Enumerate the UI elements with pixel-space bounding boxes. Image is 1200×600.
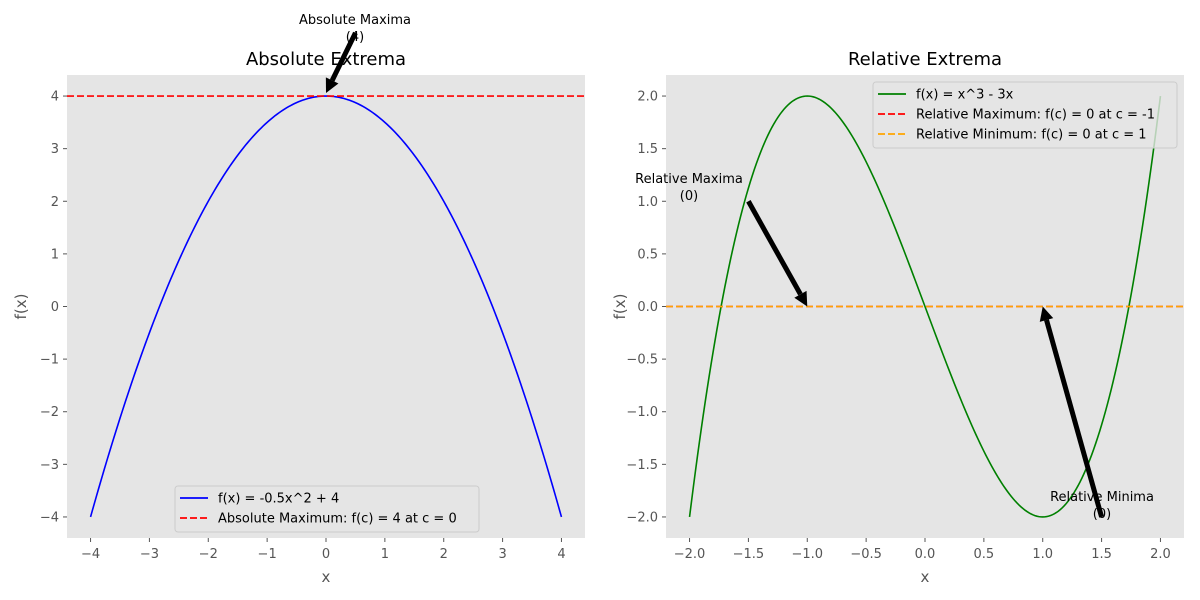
x-tick-label: 2.0 bbox=[1150, 547, 1171, 562]
y-tick-label: 0.0 bbox=[637, 300, 658, 315]
y-tick-label: 0.5 bbox=[637, 247, 658, 262]
relative-extrema-chart: −2.0 −1.5 −1.0 −0.5 0.0 0.5 1.0 1.5 2.0 −2.0 −1.5 −… bbox=[611, 49, 1184, 586]
legend-entry: Relative Minimum: f(c) = 0 at c = 1 bbox=[916, 128, 1147, 143]
x-tick-label: −4 bbox=[81, 547, 100, 562]
x-tick-label: −2.0 bbox=[674, 547, 706, 562]
y-tick-label: −2 bbox=[40, 405, 59, 420]
x-tick-label: 1 bbox=[381, 547, 389, 562]
series-line-0 bbox=[688, 95, 1162, 518]
annotation-label: Relative Minima bbox=[1050, 490, 1154, 505]
y-tick-label: 4 bbox=[51, 90, 59, 105]
series-group bbox=[666, 95, 1184, 518]
y-tick-label: 1.5 bbox=[637, 142, 658, 157]
x-tick-label: 0 bbox=[322, 547, 330, 562]
x-tick-label: 2 bbox=[440, 547, 448, 562]
annotation-label: Absolute Maxima bbox=[299, 13, 411, 28]
annotation-label: (0) bbox=[680, 189, 698, 204]
legend-box bbox=[174, 485, 480, 533]
x-tick-label: 3 bbox=[498, 547, 506, 562]
annotation-label: Relative Maxima bbox=[635, 172, 743, 187]
legend-entry: Relative Maximum: f(c) = 0 at c = -1 bbox=[916, 108, 1155, 123]
x-tick-label: 0.5 bbox=[974, 547, 995, 562]
legend-entry: Absolute Maximum: f(c) = 4 at c = 0 bbox=[218, 512, 457, 527]
y-axis-label: f(x) bbox=[611, 294, 629, 320]
chart-title: Relative Extrema bbox=[848, 49, 1002, 70]
y-tick-label: −0.5 bbox=[626, 353, 658, 368]
x-axis-label: x bbox=[921, 568, 930, 586]
y-tick-label: −1 bbox=[40, 353, 59, 368]
x-tick-label: −1.5 bbox=[733, 547, 765, 562]
legend-box bbox=[872, 81, 1178, 149]
x-tick-label: −1.0 bbox=[791, 547, 823, 562]
y-tick-label: 2.0 bbox=[637, 90, 658, 105]
annotation-label: (0) bbox=[1093, 507, 1111, 522]
legend-entry: f(x) = -0.5x^2 + 4 bbox=[218, 492, 339, 507]
annotation-arrow-shaft bbox=[746, 200, 803, 296]
x-tick-label: −1 bbox=[258, 547, 277, 562]
plot-area bbox=[67, 75, 585, 538]
x-tick-label: 1.0 bbox=[1032, 547, 1053, 562]
x-axis-label: x bbox=[322, 568, 331, 586]
x-tick-label: 1.5 bbox=[1091, 547, 1112, 562]
annotation-arrow-head bbox=[1039, 306, 1054, 322]
annotation-arrow-shaft bbox=[1044, 319, 1104, 518]
x-tick-label: 4 bbox=[557, 547, 565, 562]
y-tick-label: −3 bbox=[40, 458, 59, 473]
y-tick-label: −1.0 bbox=[626, 405, 658, 420]
x-tick-label: −0.5 bbox=[850, 547, 882, 562]
y-tick-label: −2.0 bbox=[626, 510, 658, 525]
chart-title: Absolute Extrema bbox=[246, 49, 406, 70]
legend: f(x) = x^3 - 3x Relative Maximum: f(c) = … bbox=[872, 81, 1178, 149]
annotation-arrow-head bbox=[794, 290, 808, 307]
legend: f(x) = -0.5x^2 + 4 Absolute Maximum: f(c)… bbox=[174, 485, 480, 533]
x-tick-label: 0.0 bbox=[915, 547, 936, 562]
annotation-label: (4) bbox=[346, 30, 364, 45]
y-tick-label: 1.0 bbox=[637, 195, 658, 210]
annotation-arrow-shaft bbox=[329, 31, 358, 82]
y-tick-label: 1 bbox=[51, 247, 59, 262]
y-tick-label: 2 bbox=[51, 195, 59, 210]
x-tick-label: −3 bbox=[140, 547, 159, 562]
series-group bbox=[67, 95, 585, 518]
legend-entry: f(x) = x^3 - 3x bbox=[916, 88, 1014, 103]
x-tick-label: −2 bbox=[199, 547, 218, 562]
y-tick-label: 0 bbox=[51, 300, 59, 315]
y-tick-label: 3 bbox=[51, 142, 59, 157]
y-axis-label: f(x) bbox=[12, 294, 30, 320]
annotation-arrow-head bbox=[325, 77, 339, 94]
absolute-extrema-chart: −4 −3 −2 −1 0 1 2 3 4 −4 −3 −2 −1 0 1 2 3 4 x f(x) Absolute … bbox=[12, 13, 585, 586]
y-tick-label: −4 bbox=[40, 510, 59, 525]
y-tick-label: −1.5 bbox=[626, 458, 658, 473]
series-line-0 bbox=[89, 95, 563, 518]
